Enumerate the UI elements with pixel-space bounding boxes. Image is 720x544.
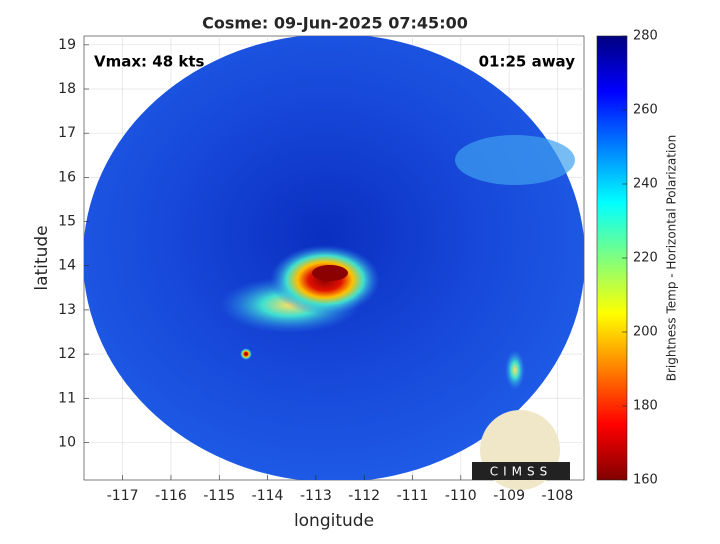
x-tick-label: -111 (397, 488, 429, 504)
colorbar-tick-label: 200 (633, 325, 658, 340)
cimss-logo: CIMSS (472, 410, 570, 490)
y-tick-label: 17 (58, 125, 76, 141)
y-tick-label: 18 (58, 81, 76, 97)
x-axis-label: longitude (294, 511, 374, 531)
y-tick-label: 12 (58, 346, 76, 362)
colorbar-tick-label: 180 (633, 399, 658, 414)
x-tick-label: -113 (300, 488, 332, 504)
x-tick-label: -114 (252, 488, 284, 504)
x-tick-label: -110 (445, 488, 477, 504)
y-tick-label: 11 (58, 390, 76, 406)
x-tick-label: -116 (155, 488, 187, 504)
y-tick-label: 15 (58, 214, 76, 230)
x-tick-label: -109 (493, 488, 525, 504)
colorbar-tick-label: 280 (633, 29, 658, 44)
y-axis-label: latitude (32, 225, 52, 290)
chart-title: Cosme: 09-Jun-2025 07:45:00 (202, 14, 468, 33)
x-tick-label: -112 (348, 488, 380, 504)
colorbar-tick-label: 220 (633, 251, 658, 266)
colorbar-label: Brightness Temp - Horizontal Polarizatio… (665, 135, 679, 382)
logo-text: CIMSS (490, 465, 553, 479)
satellite-image (84, 36, 584, 480)
annotation: 01:25 away (479, 53, 576, 71)
y-tick-label: 16 (58, 169, 76, 185)
y-tick-label: 14 (58, 258, 76, 274)
y-tick-label: 13 (58, 302, 76, 318)
x-tick-label: -115 (203, 488, 235, 504)
y-tick-label: 19 (58, 37, 76, 53)
x-tick-label: -117 (107, 488, 139, 504)
y-tick-label: 10 (58, 434, 76, 450)
colorbar-tick-label: 260 (633, 103, 658, 118)
annotation: Vmax: 48 kts (94, 53, 204, 71)
colorbar-tick-label: 160 (633, 473, 658, 488)
x-tick-label: -108 (542, 488, 574, 504)
colorbar-tick-label: 240 (633, 177, 658, 192)
